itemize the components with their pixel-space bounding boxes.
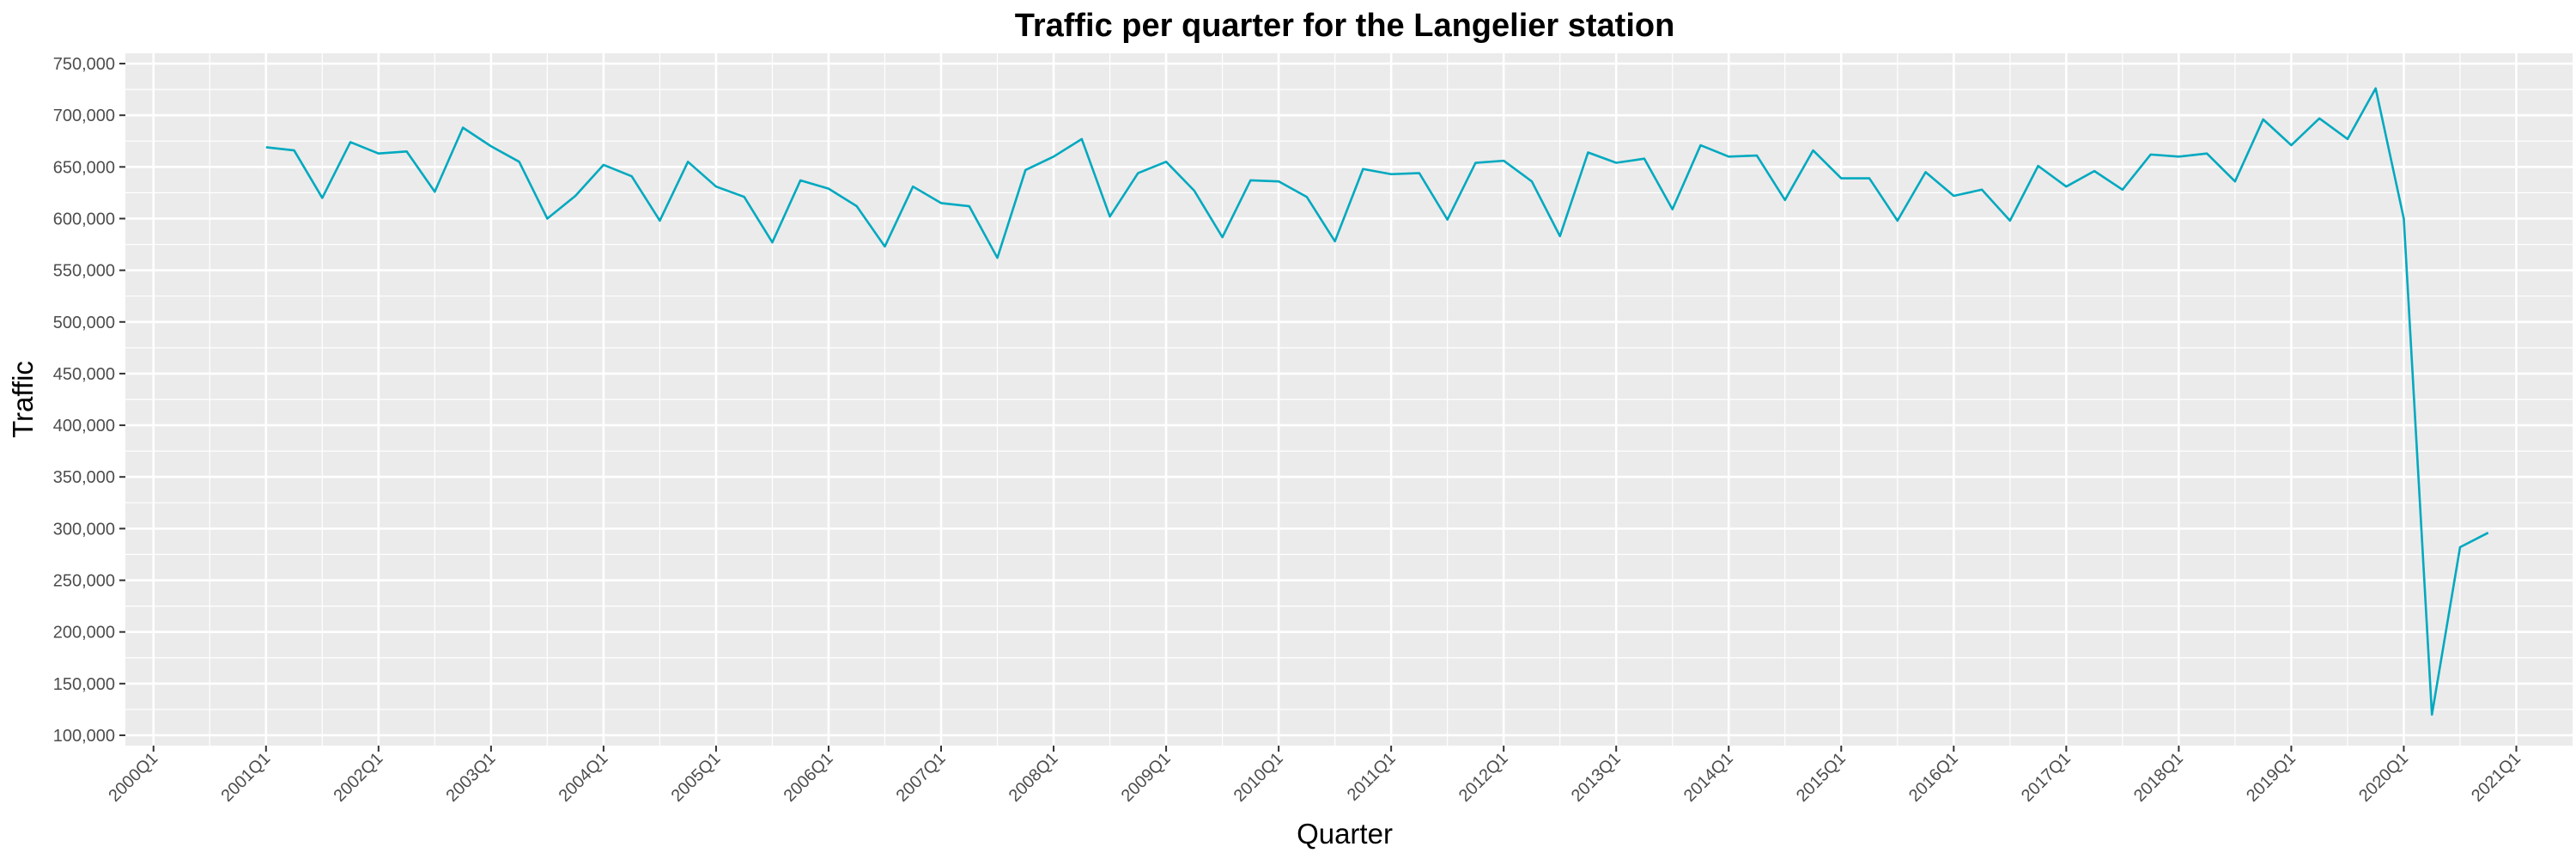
minor-gridlines [125, 53, 2573, 746]
x-tick-label: 2003Q1 [443, 749, 500, 806]
x-axis-ticks: 2000Q1 2001Q1 2002Q1 2003Q1 2004Q1 2005Q1 2006… [105, 746, 2524, 806]
x-tick-label: 2015Q1 [1793, 749, 1850, 806]
x-tick-label: 2021Q1 [2468, 749, 2524, 806]
x-tick-label: 2002Q1 [330, 749, 386, 806]
x-tick-label: 2019Q1 [2243, 749, 2300, 806]
x-tick-label: 2005Q1 [668, 749, 725, 806]
x-tick-label: 2004Q1 [556, 749, 612, 806]
x-tick-label: 2013Q1 [1568, 749, 1625, 806]
x-tick-label: 2012Q1 [1455, 749, 1512, 806]
major-gridlines [125, 53, 2573, 746]
y-tick-label: 300,000 [53, 520, 115, 539]
y-tick-label: 500,000 [53, 314, 115, 332]
y-tick-label: 550,000 [53, 262, 115, 281]
x-tick-label: 2017Q1 [2018, 749, 2075, 806]
x-tick-label: 2010Q1 [1230, 749, 1287, 806]
y-tick-label: 400,000 [53, 417, 115, 436]
chart-title: Traffic per quarter for the Langelier st… [1015, 8, 1675, 44]
x-tick-label: 2000Q1 [105, 749, 161, 806]
x-tick-label: 2018Q1 [2130, 749, 2187, 806]
y-tick-label: 450,000 [53, 365, 115, 384]
x-tick-label: 2020Q1 [2355, 749, 2412, 806]
traffic-series-line [265, 87, 2489, 716]
y-tick-label: 700,000 [53, 107, 115, 125]
y-tick-label: 200,000 [53, 624, 115, 643]
y-tick-label: 150,000 [53, 675, 115, 694]
x-tick-label: 2001Q1 [217, 749, 274, 806]
x-tick-label: 2008Q1 [1005, 749, 1062, 806]
y-tick-label: 350,000 [53, 468, 115, 487]
y-tick-label: 750,000 [53, 55, 115, 74]
y-tick-label: 100,000 [53, 727, 115, 746]
x-tick-label: 2009Q1 [1118, 749, 1175, 806]
y-tick-label: 650,000 [53, 158, 115, 177]
x-tick-label: 2016Q1 [1905, 749, 1962, 806]
series-layer [265, 87, 2489, 716]
x-tick-label: 2006Q1 [781, 749, 837, 806]
y-axis-ticks: 100,000 150,000 200,000 250,000 300,000 350,0… [53, 55, 125, 746]
y-tick-label: 250,000 [53, 572, 115, 591]
x-tick-label: 2014Q1 [1680, 749, 1737, 806]
y-axis-title: Traffic [7, 361, 39, 438]
y-tick-label: 600,000 [53, 210, 115, 228]
x-tick-label: 2007Q1 [893, 749, 950, 806]
x-axis-title: Quarter [1297, 818, 1393, 850]
x-tick-label: 2011Q1 [1344, 749, 1400, 805]
